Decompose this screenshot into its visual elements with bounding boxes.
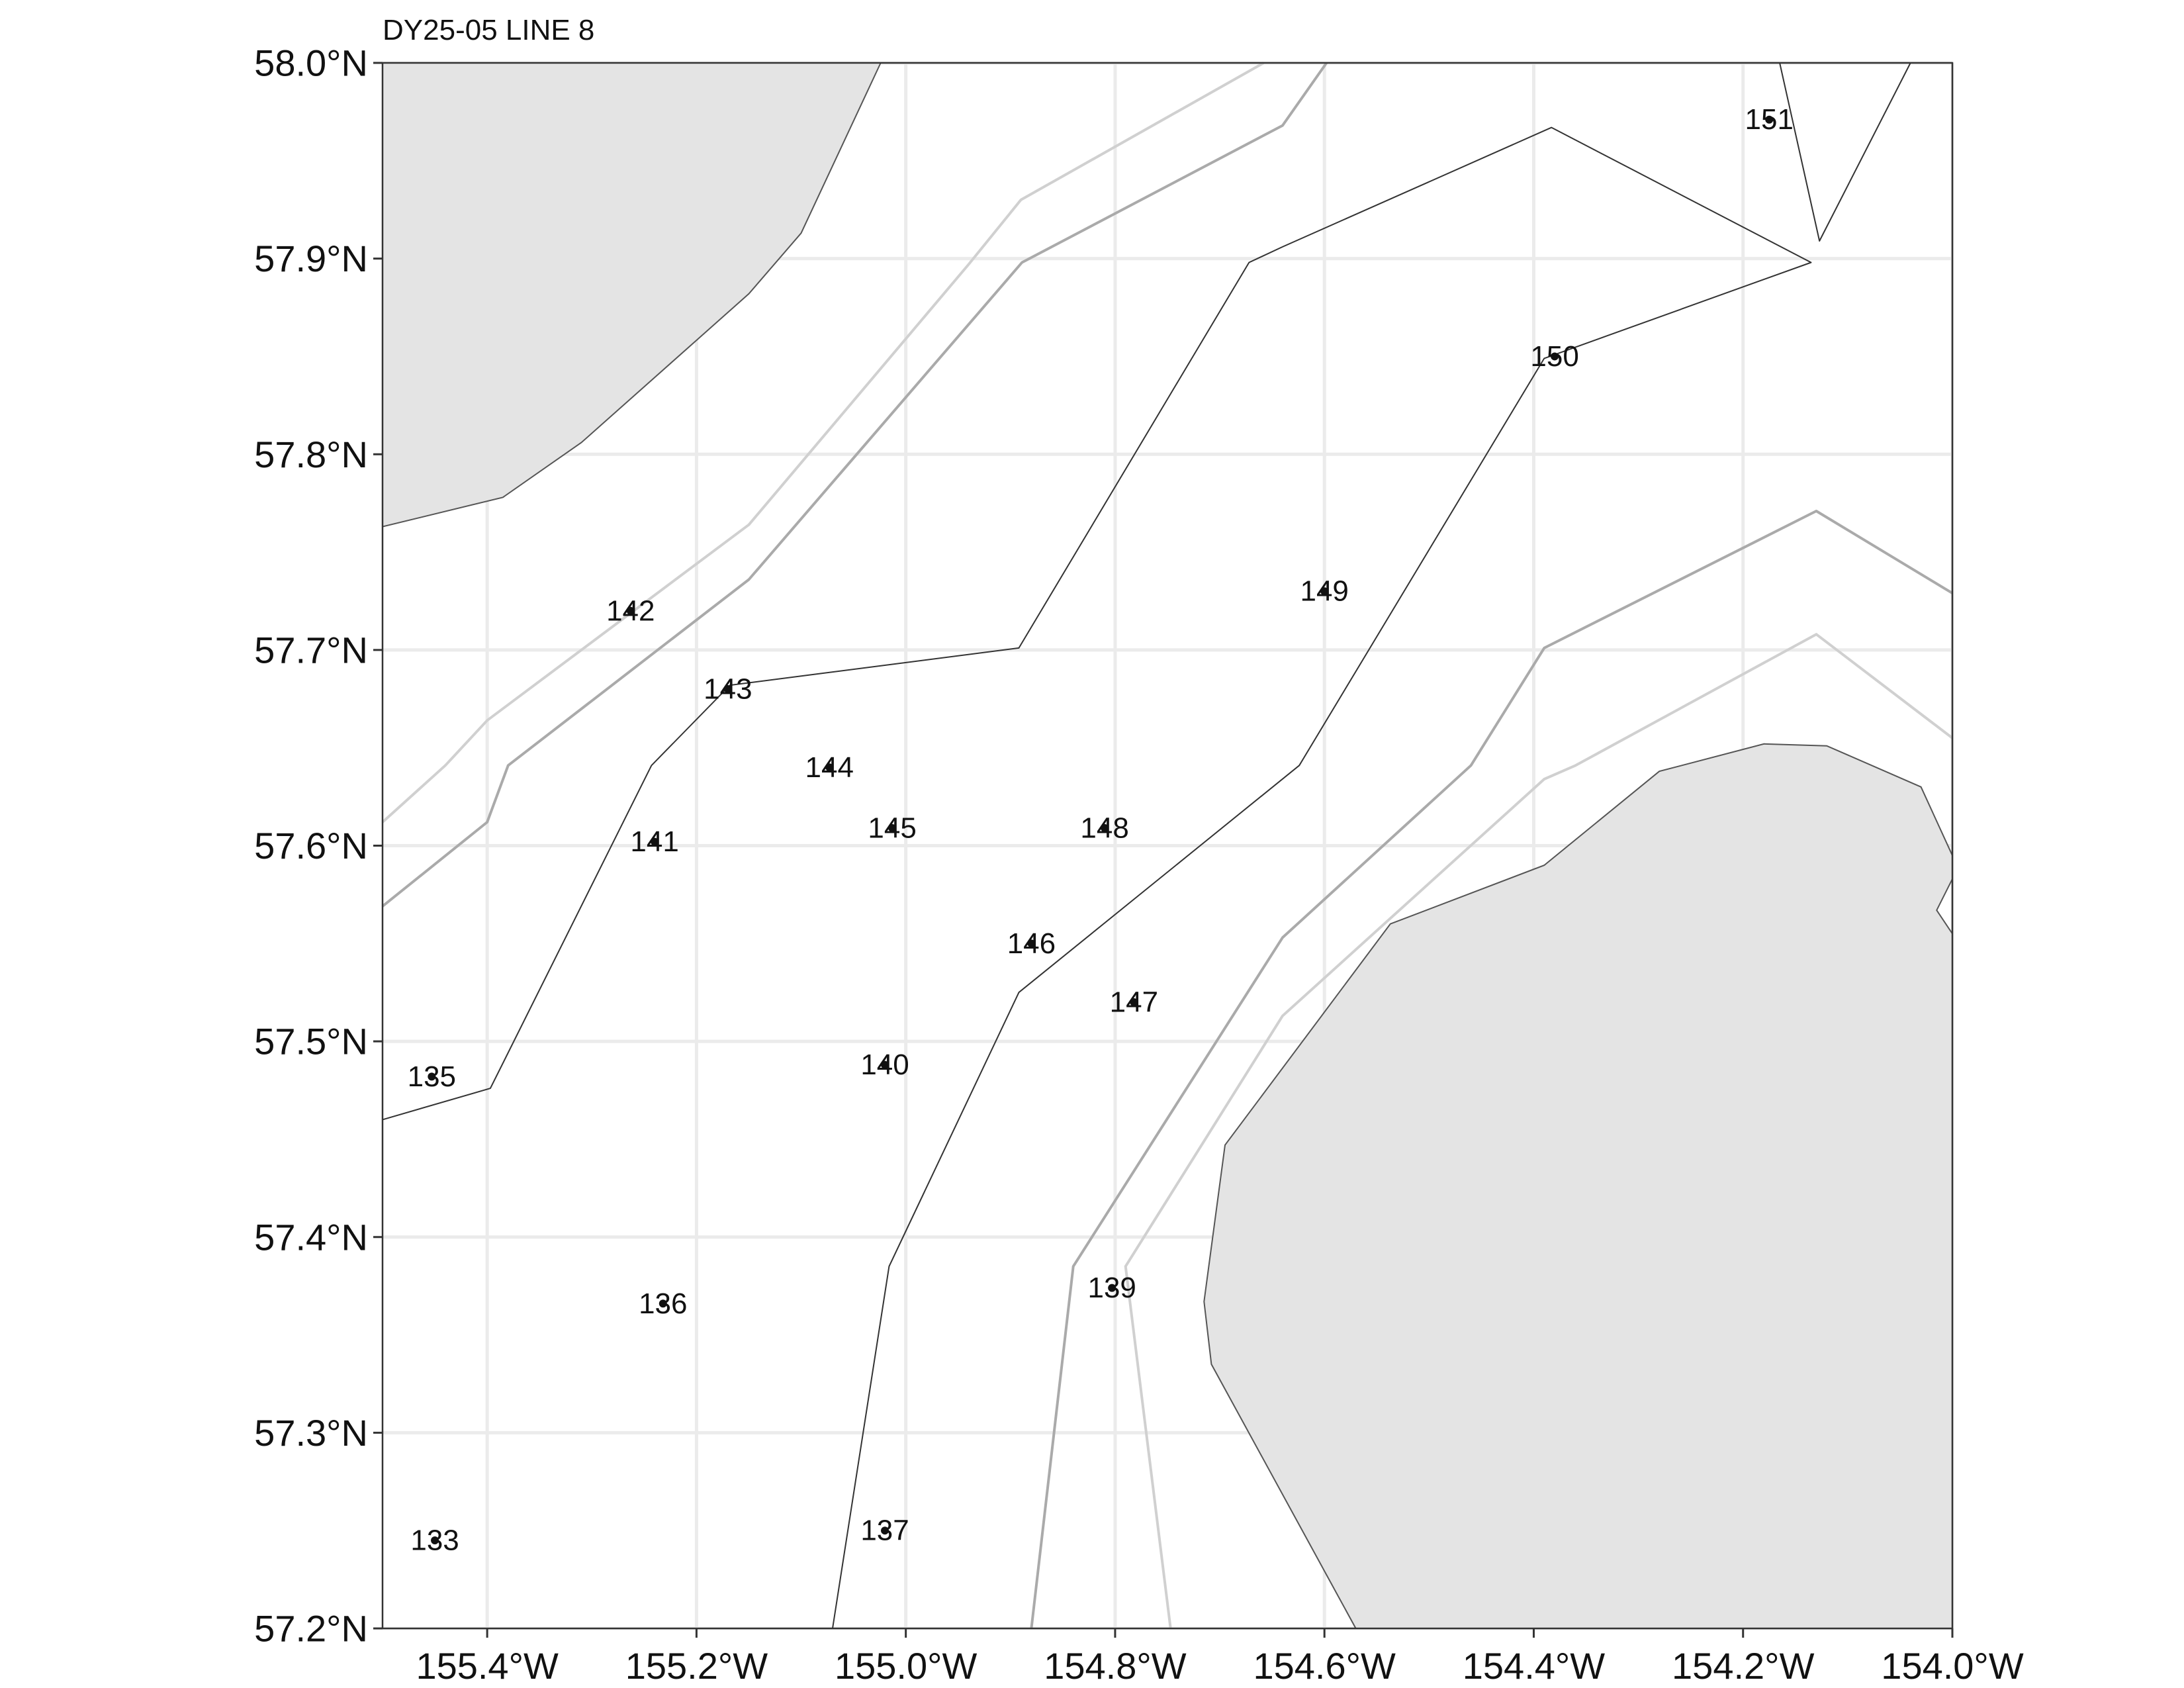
station-point bbox=[1765, 115, 1774, 124]
station-140: 140 bbox=[860, 1049, 909, 1081]
x-tick-label: 154.0°W bbox=[1881, 1645, 2024, 1687]
depth-contour bbox=[381, 62, 1265, 823]
y-tick-label: 57.7°N bbox=[254, 629, 368, 671]
land-layer bbox=[382, 62, 1953, 1629]
station-label: 137 bbox=[860, 1515, 909, 1547]
station-label: 141 bbox=[630, 825, 678, 858]
depth-contour bbox=[381, 62, 1328, 908]
depth-contour bbox=[382, 126, 1812, 1629]
station-143: 143 bbox=[704, 673, 752, 706]
station-point bbox=[1320, 587, 1329, 596]
station-point bbox=[1027, 939, 1036, 948]
station-142: 142 bbox=[606, 594, 655, 627]
depth-contour bbox=[1124, 633, 1954, 1629]
x-tick-label: 154.2°W bbox=[1672, 1645, 1815, 1687]
y-tick-label: 57.6°N bbox=[254, 825, 368, 867]
station-label: 144 bbox=[805, 751, 854, 784]
station-point bbox=[888, 823, 897, 832]
station-label: 148 bbox=[1080, 812, 1128, 844]
y-tick-label: 57.3°N bbox=[254, 1412, 368, 1454]
y-tick-label: 57.2°N bbox=[254, 1608, 368, 1650]
station-146: 146 bbox=[1007, 927, 1056, 960]
station-point bbox=[1108, 1284, 1116, 1292]
station-point bbox=[881, 1526, 889, 1535]
y-tick-label: 57.4°N bbox=[254, 1216, 368, 1258]
station-label: 142 bbox=[606, 594, 655, 627]
x-tick-label: 155.0°W bbox=[835, 1645, 978, 1687]
station-label: 143 bbox=[704, 673, 752, 706]
station-label: 135 bbox=[408, 1060, 456, 1093]
y-axis: 57.2°N 57.3°N 57.4°N 57.5°N 57.6°N 57.7°N 57.8… bbox=[254, 42, 383, 1650]
station-139: 139 bbox=[1087, 1272, 1136, 1304]
station-point bbox=[825, 763, 834, 772]
station-point bbox=[1551, 352, 1559, 361]
station-point bbox=[659, 1299, 667, 1308]
station-point bbox=[651, 837, 659, 846]
station-label: 140 bbox=[860, 1049, 909, 1081]
station-label: 145 bbox=[868, 812, 916, 844]
station-148: 148 bbox=[1080, 812, 1128, 844]
station-135: 135 bbox=[408, 1060, 456, 1093]
y-tick-label: 57.9°N bbox=[254, 238, 368, 279]
station-label: 146 bbox=[1007, 927, 1056, 960]
station-point bbox=[723, 685, 732, 693]
station-point bbox=[1101, 823, 1109, 832]
x-tick-label: 154.4°W bbox=[1463, 1645, 1606, 1687]
depth-contour bbox=[1779, 62, 1911, 242]
x-tick-label: 155.4°W bbox=[416, 1645, 559, 1687]
y-tick-label: 58.0°N bbox=[254, 42, 368, 84]
depth-contour bbox=[1030, 510, 1954, 1629]
bathymetry-contours bbox=[381, 62, 1954, 1629]
x-tick-label: 155.2°W bbox=[625, 1645, 768, 1687]
station-147: 147 bbox=[1110, 986, 1158, 1019]
x-axis: 155.4°W 155.2°W 155.0°W 154.8°W 154.6°W 154.4… bbox=[416, 1628, 2024, 1687]
station-label: 149 bbox=[1300, 575, 1348, 608]
land-polygon bbox=[1203, 743, 1953, 1629]
station-point bbox=[1130, 998, 1138, 1006]
station-label: 133 bbox=[410, 1524, 459, 1556]
station-151: 151 bbox=[1745, 103, 1794, 136]
x-tick-label: 154.8°W bbox=[1044, 1645, 1187, 1687]
map-panel: 133 135 136 137 139 140 141 142 143 144 145 146 147 1… bbox=[381, 61, 1954, 1630]
station-144: 144 bbox=[805, 751, 854, 784]
station-145: 145 bbox=[868, 812, 916, 844]
station-150: 150 bbox=[1530, 340, 1578, 373]
station-label: 151 bbox=[1745, 103, 1794, 136]
station-markers: 133 135 136 137 139 140 141 142 143 144 145 146 147 1… bbox=[408, 103, 1794, 1556]
map-title: DY25-05 LINE 8 bbox=[383, 14, 594, 46]
station-point bbox=[431, 1536, 439, 1544]
station-133: 133 bbox=[410, 1524, 459, 1556]
station-label: 150 bbox=[1530, 340, 1578, 373]
station-point bbox=[881, 1060, 889, 1069]
station-149: 149 bbox=[1300, 575, 1348, 608]
station-point bbox=[428, 1072, 436, 1081]
y-tick-label: 57.8°N bbox=[254, 434, 368, 475]
station-141: 141 bbox=[630, 825, 678, 858]
y-tick-label: 57.5°N bbox=[254, 1021, 368, 1062]
land-polygon bbox=[382, 62, 882, 528]
station-136: 136 bbox=[639, 1288, 687, 1320]
station-label: 136 bbox=[639, 1288, 687, 1320]
station-point bbox=[626, 606, 635, 615]
station-137: 137 bbox=[860, 1515, 909, 1547]
station-label: 139 bbox=[1087, 1272, 1136, 1304]
x-tick-label: 154.6°W bbox=[1253, 1645, 1396, 1687]
station-label: 147 bbox=[1110, 986, 1158, 1019]
